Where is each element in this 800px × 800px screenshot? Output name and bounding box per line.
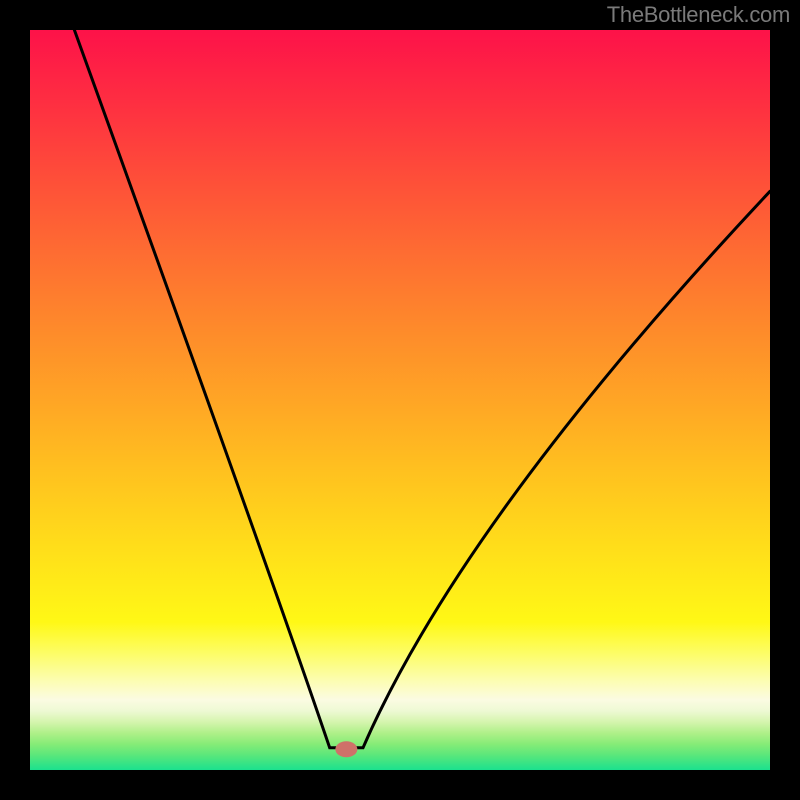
- chart-container: TheBottleneck.com: [0, 0, 800, 800]
- optimal-point-marker: [335, 741, 357, 757]
- bottleneck-chart: [0, 0, 800, 800]
- plot-area: [30, 30, 770, 770]
- watermark-text: TheBottleneck.com: [607, 2, 790, 28]
